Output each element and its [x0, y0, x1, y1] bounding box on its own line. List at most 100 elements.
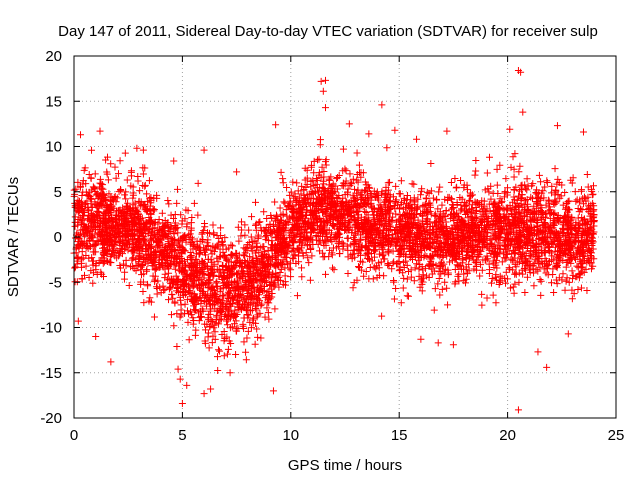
data-point — [509, 153, 517, 161]
data-point — [304, 254, 312, 262]
data-point — [82, 262, 90, 270]
data-point — [171, 265, 179, 273]
data-point — [561, 286, 569, 294]
data-point — [165, 200, 173, 208]
data-point — [151, 278, 159, 286]
data-point — [550, 289, 558, 297]
data-point — [392, 284, 400, 292]
data-point — [390, 278, 398, 286]
data-point — [286, 191, 294, 199]
data-point — [161, 286, 169, 294]
data-point — [478, 290, 486, 298]
data-point — [344, 269, 352, 277]
data-point — [283, 184, 291, 192]
data-point — [312, 180, 320, 188]
data-point — [195, 250, 203, 258]
chart-title: Day 147 of 2011, Sidereal Day-to-day VTE… — [58, 23, 598, 40]
data-point — [223, 350, 231, 358]
data-point — [127, 168, 135, 176]
data-point — [212, 279, 220, 287]
data-point — [107, 259, 115, 267]
data-point — [410, 277, 418, 285]
data-point — [308, 252, 316, 260]
data-point — [256, 218, 264, 226]
data-point — [395, 204, 403, 212]
data-point — [164, 196, 172, 204]
data-point — [568, 267, 576, 275]
data-point — [232, 350, 240, 358]
data-point — [263, 214, 271, 222]
data-point — [259, 251, 267, 259]
data-point — [313, 176, 321, 184]
data-point — [551, 165, 559, 173]
data-point — [144, 282, 152, 290]
data-point — [392, 182, 400, 190]
data-point — [366, 263, 374, 271]
data-point — [487, 195, 495, 203]
data-point — [571, 188, 579, 196]
data-point — [290, 251, 298, 259]
data-point — [173, 185, 181, 193]
data-point — [507, 163, 515, 171]
data-point — [483, 169, 491, 177]
data-point — [243, 310, 251, 318]
data-point — [128, 254, 136, 262]
data-point — [184, 307, 192, 315]
data-point — [346, 170, 354, 178]
data-point — [251, 340, 259, 348]
data-point — [102, 156, 110, 164]
data-point — [329, 264, 337, 272]
data-point — [139, 287, 147, 295]
data-point — [523, 196, 531, 204]
data-point — [241, 231, 249, 239]
data-point — [114, 170, 122, 178]
data-point — [285, 264, 293, 272]
data-point — [435, 188, 443, 196]
data-point — [562, 277, 570, 285]
data-point — [145, 177, 153, 185]
data-point — [349, 284, 357, 292]
data-point — [537, 178, 545, 186]
data-point — [339, 145, 347, 153]
data-point — [361, 207, 369, 215]
data-point — [523, 175, 531, 183]
data-point — [482, 256, 490, 264]
data-point — [210, 231, 218, 239]
data-point — [344, 253, 352, 261]
data-point — [173, 199, 181, 207]
data-points — [70, 66, 598, 414]
data-point — [239, 320, 247, 328]
data-point — [185, 336, 193, 344]
data-point — [510, 250, 518, 258]
data-point — [459, 255, 467, 263]
data-point — [120, 275, 128, 283]
data-point — [343, 234, 351, 242]
data-point — [173, 342, 181, 350]
data-point — [150, 313, 158, 321]
data-point — [435, 275, 443, 283]
data-point — [515, 278, 523, 286]
data-point — [209, 221, 217, 229]
data-point — [140, 299, 148, 307]
data-point — [453, 183, 461, 191]
data-point — [164, 296, 172, 304]
data-point — [493, 165, 501, 173]
data-point — [390, 295, 398, 303]
data-point — [158, 209, 166, 217]
data-point — [441, 278, 449, 286]
data-point — [404, 292, 412, 300]
data-point — [471, 171, 479, 179]
data-point — [243, 334, 251, 342]
data-point — [289, 255, 297, 263]
data-point — [468, 201, 476, 209]
data-point — [528, 252, 536, 260]
data-point — [201, 326, 209, 334]
data-point — [577, 284, 585, 292]
data-point — [226, 324, 234, 332]
data-point — [351, 185, 359, 193]
data-point — [146, 294, 154, 302]
data-point — [330, 266, 338, 274]
data-point — [341, 180, 349, 188]
data-point — [419, 271, 427, 279]
